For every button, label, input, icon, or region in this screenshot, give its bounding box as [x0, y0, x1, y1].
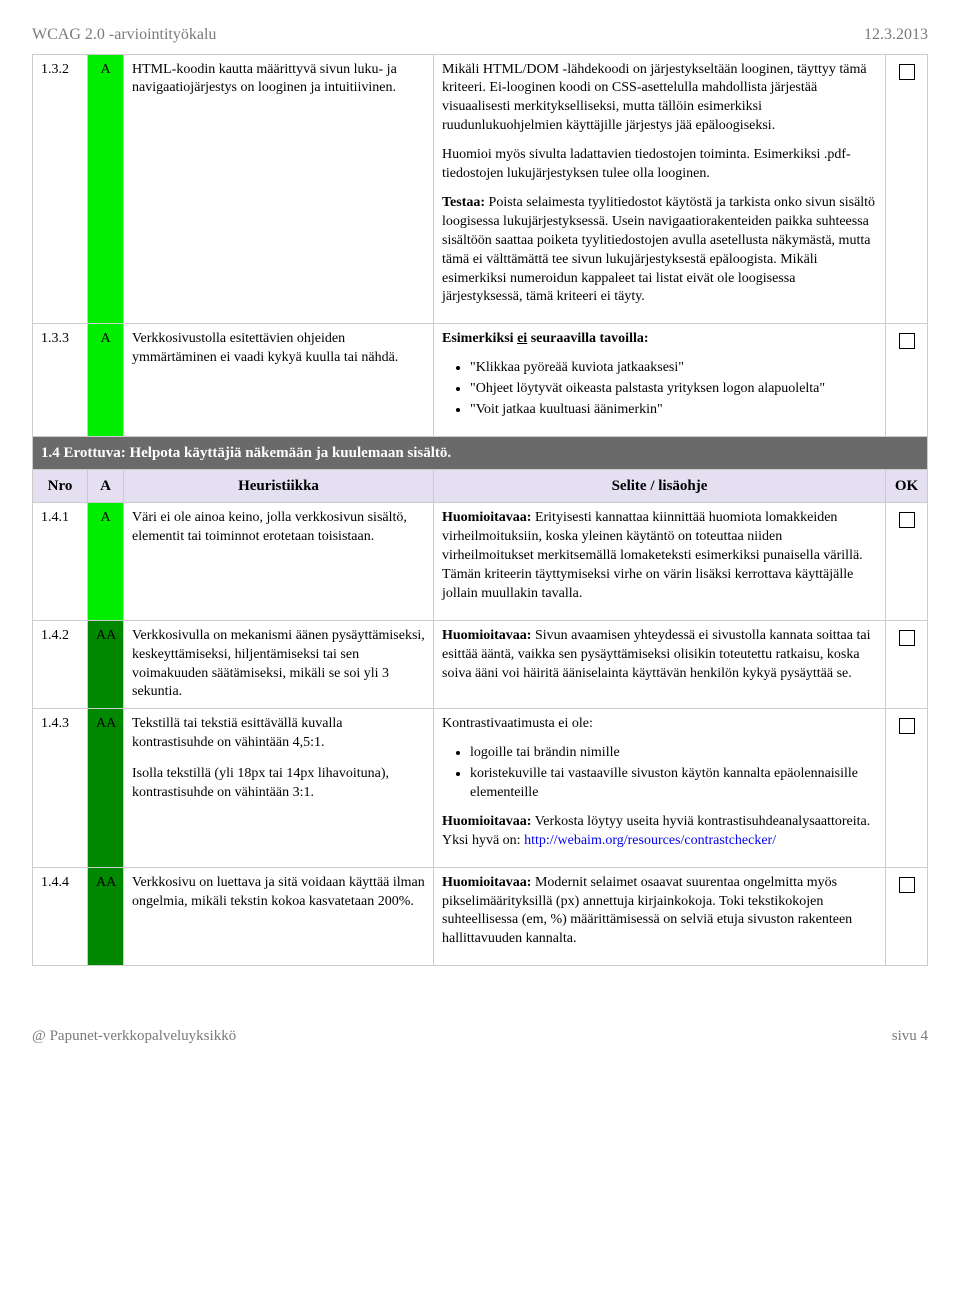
level-badge-aa: AA: [88, 867, 124, 966]
table-row: 1.4.4 AA Verkkosivu on luettava ja sitä …: [33, 867, 928, 966]
note-text: Poista selaimesta tyylitiedostot käytöst…: [442, 195, 875, 304]
cell-note: Kontrastivaatimusta ei ole: logoille tai…: [434, 709, 886, 867]
checkbox-icon[interactable]: [899, 64, 915, 80]
cell-heuristic: Verkkosivu on luettava ja sitä voidaan k…: [124, 867, 434, 966]
col-level: A: [88, 470, 124, 503]
section-header-row: 1.4 Erottuva: Helpota käyttäjiä näkemään…: [33, 436, 928, 469]
heur-paragraph: Isolla tekstillä (yli 18px tai 14px liha…: [132, 765, 425, 803]
list-item: "Klikkaa pyöreää kuviota jatkaaksesi": [470, 359, 877, 378]
col-ok: OK: [886, 470, 928, 503]
cell-ok: [886, 709, 928, 867]
cell-ok: [886, 503, 928, 620]
cell-nro: 1.3.2: [33, 54, 88, 324]
note-paragraph: Huomioitavaa: Modernit selaimet osaavat …: [442, 874, 877, 950]
cell-nro: 1.4.2: [33, 620, 88, 709]
cell-note: Huomioitavaa: Sivun avaamisen yhteydessä…: [434, 620, 886, 709]
cell-ok: [886, 620, 928, 709]
note-paragraph: Mikäli HTML/DOM -lähdekoodi on järjestyk…: [442, 61, 877, 137]
level-badge-a: A: [88, 324, 124, 437]
level-badge-a: A: [88, 54, 124, 324]
cell-heuristic: Verkkosivustolla esitettävien ohjeiden y…: [124, 324, 434, 437]
table-row: 1.4.2 AA Verkkosivulla on mekanismi ääne…: [33, 620, 928, 709]
table-row: 1.3.3 A Verkkosivustolla esitettävien oh…: [33, 324, 928, 437]
cell-ok: [886, 54, 928, 324]
section-title: 1.4 Erottuva: Helpota käyttäjiä näkemään…: [33, 436, 928, 469]
checkbox-icon[interactable]: [899, 333, 915, 349]
note-paragraph: Kontrastivaatimusta ei ole:: [442, 715, 877, 734]
note-paragraph: Huomioitavaa: Verkosta löytyy useita hyv…: [442, 813, 877, 851]
cell-note: Huomioitavaa: Modernit selaimet osaavat …: [434, 867, 886, 966]
footer-right: sivu 4: [892, 1026, 928, 1046]
list-item: "Ohjeet löytyvät oikeasta palstasta yrit…: [470, 380, 877, 399]
cell-nro: 1.4.4: [33, 867, 88, 966]
checkbox-icon[interactable]: [899, 718, 915, 734]
note-strong: Huomioitavaa:: [442, 510, 531, 525]
level-badge-aa: AA: [88, 709, 124, 867]
note-list: "Klikkaa pyöreää kuviota jatkaaksesi" "O…: [470, 359, 877, 420]
cell-nro: 1.3.3: [33, 324, 88, 437]
note-paragraph: Testaa: Poista selaimesta tyylitiedostot…: [442, 194, 877, 307]
footer-left: @ Papunet-verkkopalveluyksikkö: [32, 1026, 236, 1046]
note-strong: Huomioitavaa:: [442, 875, 531, 890]
list-item: koristekuville tai vastaaville sivuston …: [470, 765, 877, 803]
checkbox-icon[interactable]: [899, 512, 915, 528]
cell-heuristic: Väri ei ole ainoa keino, jolla verkkosiv…: [124, 503, 434, 620]
heur-paragraph: Tekstillä tai tekstiä esittävällä kuvall…: [132, 715, 425, 753]
checkbox-icon[interactable]: [899, 877, 915, 893]
cell-ok: [886, 867, 928, 966]
note-paragraph: Huomioitavaa: Erityisesti kannattaa kiin…: [442, 509, 877, 603]
note-paragraph: Huomioi myös sivulta ladattavien tiedost…: [442, 146, 877, 184]
column-header-row: Nro A Heuristiikka Selite / lisäohje OK: [33, 470, 928, 503]
note-lead: Esimerkiksi ei seuraavilla tavoilla:: [442, 330, 877, 349]
cell-nro: 1.4.3: [33, 709, 88, 867]
doc-title: WCAG 2.0 -arviointityökalu: [32, 24, 216, 46]
note-strong: Huomioitavaa:: [442, 814, 531, 829]
table-row: 1.4.1 A Väri ei ole ainoa keino, jolla v…: [33, 503, 928, 620]
table-row: 1.4.3 AA Tekstillä tai tekstiä esittäväl…: [33, 709, 928, 867]
contrast-checker-link[interactable]: http://webaim.org/resources/contrastchec…: [524, 833, 776, 848]
cell-heuristic: Tekstillä tai tekstiä esittävällä kuvall…: [124, 709, 434, 867]
col-note: Selite / lisäohje: [434, 470, 886, 503]
note-list: logoille tai brändin nimille koristekuvi…: [470, 744, 877, 803]
cell-ok: [886, 324, 928, 437]
cell-note: Mikäli HTML/DOM -lähdekoodi on järjestyk…: [434, 54, 886, 324]
list-item: "Voit jatkaa kuultuasi äänimerkin": [470, 401, 877, 420]
checkbox-icon[interactable]: [899, 630, 915, 646]
page-footer: @ Papunet-verkkopalveluyksikkö sivu 4: [32, 1026, 928, 1046]
doc-date: 12.3.2013: [864, 24, 928, 46]
col-nro: Nro: [33, 470, 88, 503]
list-item: logoille tai brändin nimille: [470, 744, 877, 763]
cell-nro: 1.4.1: [33, 503, 88, 620]
note-strong: Testaa:: [442, 195, 485, 210]
cell-note: Huomioitavaa: Erityisesti kannattaa kiin…: [434, 503, 886, 620]
table-row: 1.3.2 A HTML-koodin kautta määrittyvä si…: [33, 54, 928, 324]
note-strong: Huomioitavaa:: [442, 628, 531, 643]
level-badge-a: A: [88, 503, 124, 620]
criteria-table: 1.3.2 A HTML-koodin kautta määrittyvä si…: [32, 54, 928, 967]
level-badge-aa: AA: [88, 620, 124, 709]
page-header: WCAG 2.0 -arviointityökalu 12.3.2013: [32, 24, 928, 46]
note-paragraph: Huomioitavaa: Sivun avaamisen yhteydessä…: [442, 627, 877, 684]
cell-note: Esimerkiksi ei seuraavilla tavoilla: "Kl…: [434, 324, 886, 437]
cell-heuristic: Verkkosivulla on mekanismi äänen pysäytt…: [124, 620, 434, 709]
cell-heuristic: HTML-koodin kautta määrittyvä sivun luku…: [124, 54, 434, 324]
col-heur: Heuristiikka: [124, 470, 434, 503]
